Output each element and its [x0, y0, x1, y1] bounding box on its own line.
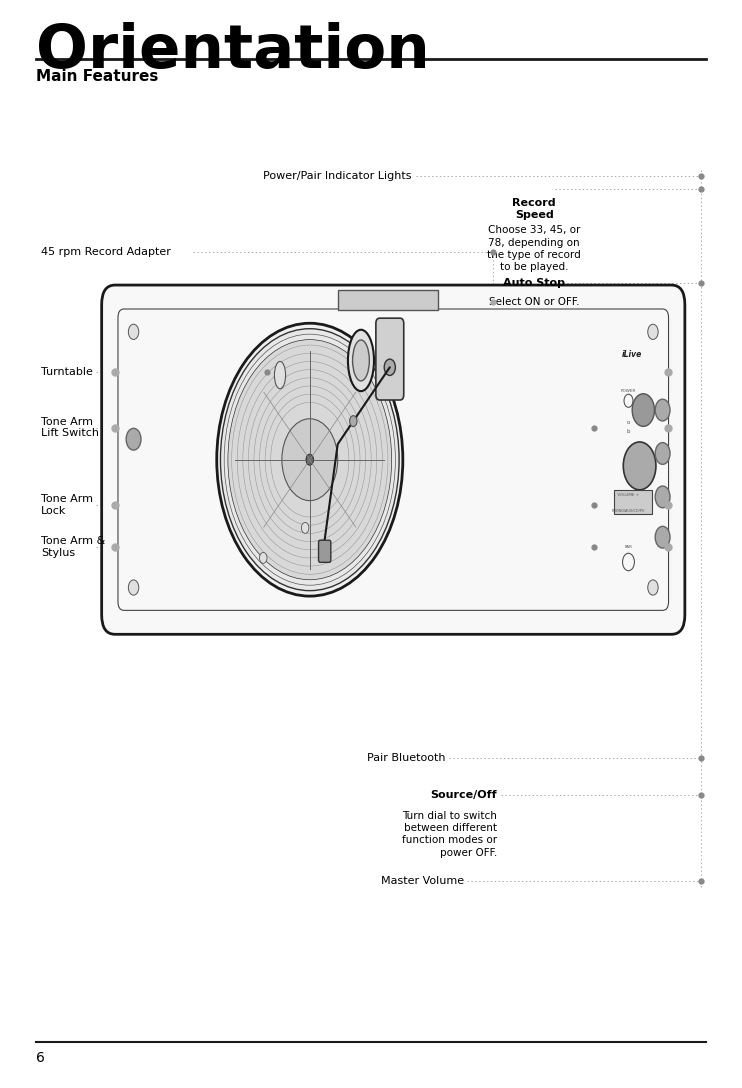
Ellipse shape [348, 330, 374, 392]
Text: Choose 33, 45, or
78, depending on
the type of record
to be played.: Choose 33, 45, or 78, depending on the t… [487, 225, 581, 272]
Bar [614, 490, 652, 514]
Text: Turn dial to switch
between different
function modes or
    power OFF.: Turn dial to switch between different fu… [402, 811, 497, 857]
Circle shape [349, 416, 357, 426]
Circle shape [648, 324, 658, 339]
Circle shape [384, 359, 395, 375]
Text: 6: 6 [36, 1051, 45, 1064]
Text: 45 rpm Record Adapter: 45 rpm Record Adapter [41, 247, 171, 258]
FancyBboxPatch shape [102, 285, 685, 634]
Circle shape [655, 443, 670, 465]
Bar [338, 290, 438, 310]
Text: Turntable: Turntable [41, 367, 93, 378]
Text: – VOLUME +: – VOLUME + [614, 493, 639, 497]
Text: Tone Arm
Lock: Tone Arm Lock [41, 494, 93, 516]
Circle shape [228, 339, 392, 580]
Text: POWER: POWER [621, 390, 636, 394]
Circle shape [260, 553, 267, 564]
Circle shape [655, 527, 670, 548]
Circle shape [655, 399, 670, 421]
Circle shape [655, 486, 670, 508]
Circle shape [217, 323, 403, 596]
Text: Select ON or OFF.: Select ON or OFF. [489, 297, 580, 307]
Circle shape [220, 329, 399, 591]
Text: PAR: PAR [625, 544, 632, 548]
Text: Tone Arm
Lift Switch: Tone Arm Lift Switch [41, 417, 99, 438]
Ellipse shape [275, 361, 286, 388]
Circle shape [128, 580, 139, 595]
Text: Auto Stop: Auto Stop [503, 277, 565, 288]
Text: Main Features: Main Features [36, 69, 158, 84]
Text: b: b [627, 430, 630, 434]
FancyBboxPatch shape [376, 318, 404, 400]
Circle shape [128, 324, 139, 339]
Text: iLive: iLive [622, 349, 643, 359]
Circle shape [301, 522, 309, 533]
Text: Power/Pair Indicator Lights: Power/Pair Indicator Lights [263, 171, 412, 182]
Text: o: o [627, 420, 630, 425]
Circle shape [282, 419, 338, 500]
FancyBboxPatch shape [318, 541, 331, 562]
Circle shape [632, 394, 654, 426]
Circle shape [648, 580, 658, 595]
Text: Source/Off: Source/Off [430, 790, 497, 801]
Text: Pair Bluetooth: Pair Bluetooth [367, 753, 445, 764]
Text: Record
Speed: Record Speed [513, 198, 556, 220]
Text: Tone Arm &
Stylus: Tone Arm & Stylus [41, 536, 105, 558]
Ellipse shape [352, 339, 370, 381]
Circle shape [623, 442, 656, 490]
Text: Orientation: Orientation [36, 22, 430, 81]
Circle shape [306, 454, 314, 466]
Text: Master Volume: Master Volume [381, 876, 464, 887]
Text: PHONO/AUX/CD/PV: PHONO/AUX/CD/PV [612, 509, 645, 512]
Circle shape [126, 429, 141, 450]
